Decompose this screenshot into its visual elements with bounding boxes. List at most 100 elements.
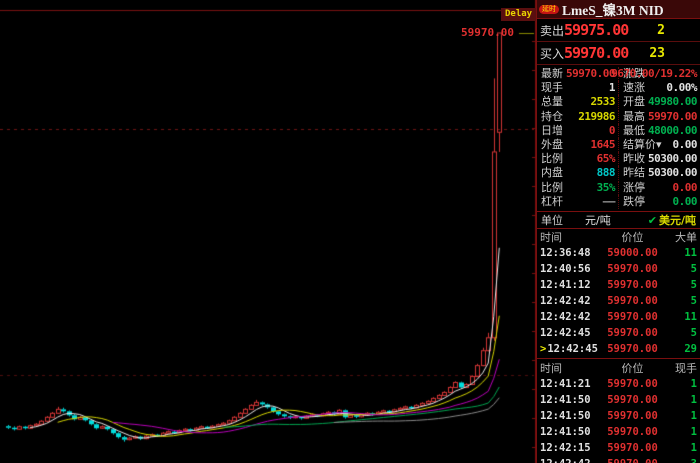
- delayed-quote-badge: 延时: [539, 5, 559, 14]
- quote-row: 杠杆—— 跌停 0.00: [537, 195, 700, 209]
- tick-price: 59970.00: [602, 343, 663, 355]
- tick-table-header: 时间 价位 现手: [537, 360, 700, 376]
- ask-price: 59975.00: [564, 21, 628, 39]
- col-price: 价位: [602, 360, 663, 376]
- quote-row: 现手1速涨0.00%: [537, 81, 700, 95]
- tick-time: 12:40:56: [540, 263, 602, 275]
- tick-time: 12:42:42: [540, 295, 602, 307]
- tick-time: 12:42:45: [540, 327, 602, 339]
- quote-cell: 涨停0.00: [618, 181, 700, 195]
- tick-qty: 1: [663, 426, 697, 438]
- quote-cell: 持仓 219986: [537, 110, 618, 124]
- tick-qty: 1: [663, 410, 697, 422]
- quote-value: 0.00: [673, 195, 698, 209]
- quote-value: 2533: [591, 95, 616, 109]
- tick-time: 12:41:21: [540, 378, 602, 390]
- tick-row: 12:41:5059970.001: [537, 392, 700, 408]
- tick-qty: 5: [663, 263, 697, 275]
- tick-qty: 5: [663, 295, 697, 307]
- quote-label: 比例: [541, 152, 563, 166]
- quote-cell: 跌停 0.00: [618, 195, 700, 209]
- quote-cell: 现手1: [537, 81, 618, 95]
- tick-row: 12:40:5659970.005: [537, 261, 700, 277]
- quote-value: 50300.00: [648, 166, 697, 180]
- quote-cell: 最低48000.00: [618, 124, 700, 138]
- delay-badge: Delay: [501, 8, 536, 21]
- quote-cell: 内盘 888: [537, 166, 618, 180]
- quote-row: 外盘1645结算价▾0.00: [537, 138, 700, 152]
- tick-row: 12:41:1259970.005: [537, 277, 700, 293]
- quote-label: 持仓: [541, 110, 563, 124]
- symbol-title: LmeS_镍3M NID: [562, 0, 664, 19]
- quote-value: 48000.00: [648, 124, 697, 138]
- tick-price: 59970.00: [602, 442, 663, 454]
- quote-cell: 杠杆——: [537, 195, 618, 209]
- unit-row: 单位 元/吨 ✔美元/吨: [537, 212, 700, 229]
- quote-label: 现手: [541, 81, 563, 95]
- tick-price: 59970.00: [602, 327, 663, 339]
- tick-price: 59000.00: [602, 247, 663, 259]
- tick-qty: 11: [663, 311, 697, 323]
- tick-row: 12:42:1559970.001: [537, 440, 700, 456]
- quote-label: 最高: [623, 110, 645, 124]
- tick-time: 12:42:42: [540, 311, 602, 323]
- quote-value: 65%: [597, 152, 615, 166]
- ask-row[interactable]: 卖出 59975.00 2: [537, 19, 700, 42]
- col-bigorder: 大单: [663, 229, 697, 245]
- tick-price: 59970.00: [602, 279, 663, 291]
- quote-value: 59970.00: [648, 110, 697, 124]
- quote-value: 0.00%: [666, 81, 697, 95]
- quote-value: ——: [603, 195, 615, 209]
- tick-qty: 11: [663, 247, 697, 259]
- tick-time: 12:42:42: [540, 458, 602, 463]
- unit-option-cny[interactable]: 元/吨: [585, 212, 611, 228]
- tick-price: 59970.00: [602, 394, 663, 406]
- quote-label: 昨收: [623, 152, 645, 166]
- tick-qty: 5: [663, 327, 697, 339]
- tick-row: 12:41:5059970.001: [537, 408, 700, 424]
- tick-row: >12:42:4559970.0029: [537, 341, 700, 357]
- quote-row: 总量2533开盘49980.00: [537, 95, 700, 109]
- kline-chart[interactable]: Delay 59970.00: [0, 0, 536, 463]
- tick-qty: 29: [663, 343, 697, 355]
- tick-qty: 1: [663, 394, 697, 406]
- bid-label: 买入: [540, 45, 564, 62]
- quote-label: 跌停: [623, 195, 645, 209]
- quote-cell: 昨结50300.00: [618, 166, 700, 180]
- tick-qty: 1: [663, 378, 697, 390]
- bid-row[interactable]: 买入 59970.00 23: [537, 42, 700, 65]
- quote-value: 219986: [578, 110, 615, 124]
- big-order-table: 12:36:4859000.001112:40:5659970.00512:41…: [537, 245, 700, 357]
- kline-canvas[interactable]: [0, 0, 536, 463]
- quote-label: 昨结: [623, 166, 645, 180]
- quote-label: 日增: [541, 124, 563, 138]
- tick-price: 59970.00: [602, 295, 663, 307]
- tick-price: 59970.00: [602, 311, 663, 323]
- quote-value: 888: [597, 166, 615, 180]
- quote-label: 结算价▾: [623, 138, 662, 152]
- quote-cell: 最高59970.00: [618, 110, 700, 124]
- col-price: 价位: [602, 229, 663, 245]
- col-lots: 现手: [663, 360, 697, 376]
- tick-row: 12:41:2159970.001: [537, 376, 700, 392]
- tick-time: 12:41:50: [540, 394, 602, 406]
- tick-row: 12:42:4259970.003: [537, 456, 700, 463]
- quote-cell: 最新59970.00: [537, 67, 618, 81]
- bid-qty: 23: [649, 46, 665, 61]
- tick-price: 59970.00: [602, 378, 663, 390]
- col-time: 时间: [540, 360, 602, 376]
- quote-value: 0.00: [673, 138, 698, 152]
- quote-value: 0.00: [673, 181, 698, 195]
- quote-cell: 结算价▾ 0.00: [618, 138, 700, 152]
- last-price-label: 59970.00: [461, 26, 514, 39]
- unit-option-usd[interactable]: ✔美元/吨: [648, 212, 696, 228]
- tick-price: 59970.00: [602, 410, 663, 422]
- tick-time: 12:41:12: [540, 279, 602, 291]
- quote-value: 1645: [591, 138, 616, 152]
- table-divider: [537, 358, 700, 359]
- symbol-title-bar: 延时 LmeS_镍3M NID: [537, 0, 700, 19]
- tick-time: >12:42:45: [540, 343, 602, 355]
- tick-row: 12:41:5059970.001: [537, 424, 700, 440]
- quote-label: 内盘: [541, 166, 563, 180]
- col-time: 时间: [540, 229, 602, 245]
